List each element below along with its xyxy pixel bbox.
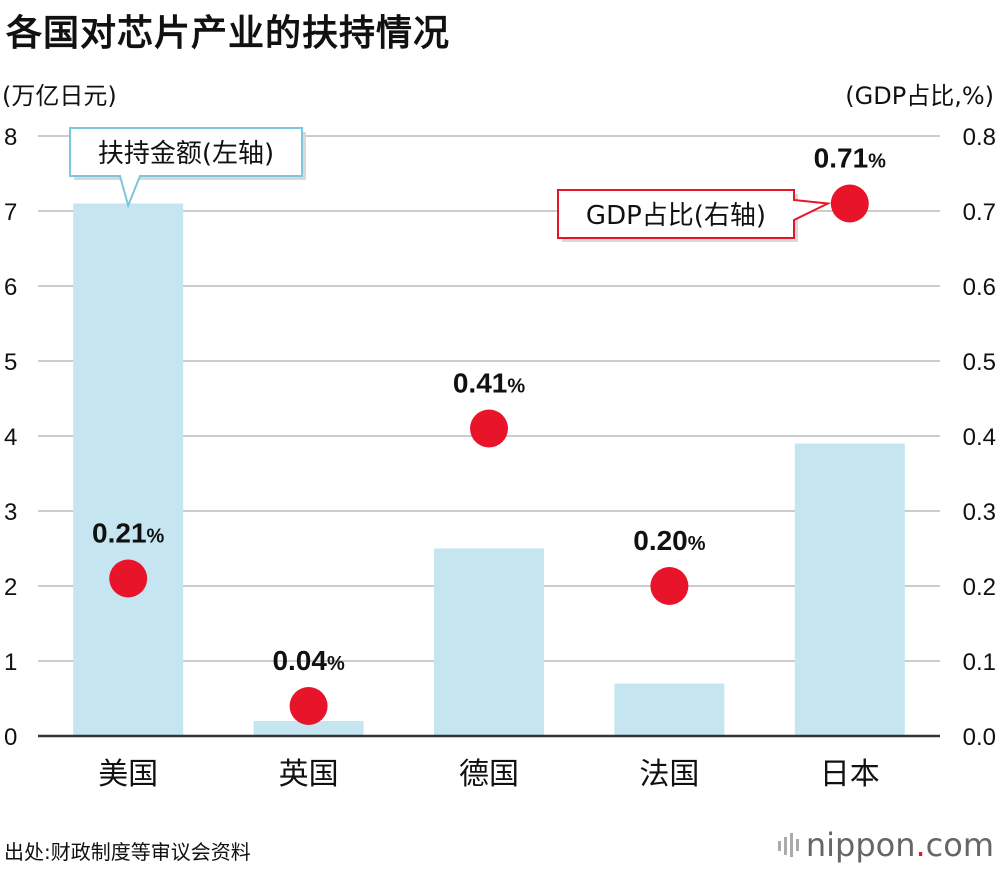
logo-suffix: com — [925, 826, 994, 864]
bar-series-callout — [69, 127, 303, 209]
chart-title: 各国对芯片产业的扶持情况 — [6, 13, 451, 54]
left-tick-label: 0 — [4, 724, 17, 751]
left-tick-label: 1 — [4, 649, 17, 676]
dot-series-callout-label: GDP占比(右轴) — [586, 201, 766, 231]
category-label: 英国 — [279, 757, 339, 792]
bar — [253, 721, 364, 736]
right-axis-unit: (GDP占比,%) — [845, 82, 994, 110]
category-label: 美国 — [98, 757, 158, 792]
left-tick-label: 7 — [4, 199, 17, 226]
right-tick-label: 0.1 — [963, 649, 996, 676]
gdp-dot — [289, 687, 328, 725]
category-label: 日本 — [820, 757, 880, 792]
right-tick-label: 0.3 — [963, 499, 996, 526]
right-tick-label: 0.0 — [963, 724, 996, 751]
left-tick-label: 4 — [4, 424, 17, 451]
right-tick-label: 0.5 — [963, 349, 996, 376]
left-tick-label: 5 — [4, 349, 17, 376]
left-tick-label: 6 — [4, 274, 17, 301]
gdp-dot — [650, 567, 689, 605]
left-tick-label: 2 — [4, 574, 17, 601]
dot-series-callout — [557, 189, 832, 239]
bar — [794, 443, 905, 736]
nippon-logo: nippon.com — [777, 826, 994, 866]
left-tick-label: 8 — [4, 124, 17, 151]
left-axis-unit: (万亿日元) — [2, 82, 117, 110]
category-label: 法国 — [639, 757, 699, 792]
right-tick-label: 0.7 — [963, 199, 996, 226]
data-label: 0.21% — [92, 518, 165, 549]
gdp-dot — [470, 409, 508, 448]
gdp-dot — [830, 184, 869, 223]
data-label: 0.20% — [633, 525, 706, 556]
logo-dot: . — [915, 826, 926, 864]
bar-series-callout-label: 扶持金额(左轴) — [98, 139, 274, 169]
data-label: 0.71% — [814, 143, 887, 174]
data-label: 0.41% — [453, 368, 526, 399]
data-label: 0.04% — [272, 645, 345, 676]
logo-bars-icon — [777, 828, 800, 866]
left-tick-label: 3 — [4, 499, 17, 526]
right-tick-label: 0.2 — [963, 574, 996, 601]
bar — [614, 683, 725, 736]
right-tick-label: 0.4 — [963, 424, 996, 451]
right-tick-label: 0.8 — [963, 124, 996, 151]
source-note: 出处:财政制度等审议会资料 — [4, 840, 251, 864]
gdp-dot — [109, 559, 148, 598]
bar — [434, 548, 544, 736]
logo-name: nippon — [805, 826, 916, 864]
right-tick-label: 0.6 — [963, 274, 996, 301]
bar — [73, 203, 184, 736]
category-label: 德国 — [459, 757, 519, 792]
